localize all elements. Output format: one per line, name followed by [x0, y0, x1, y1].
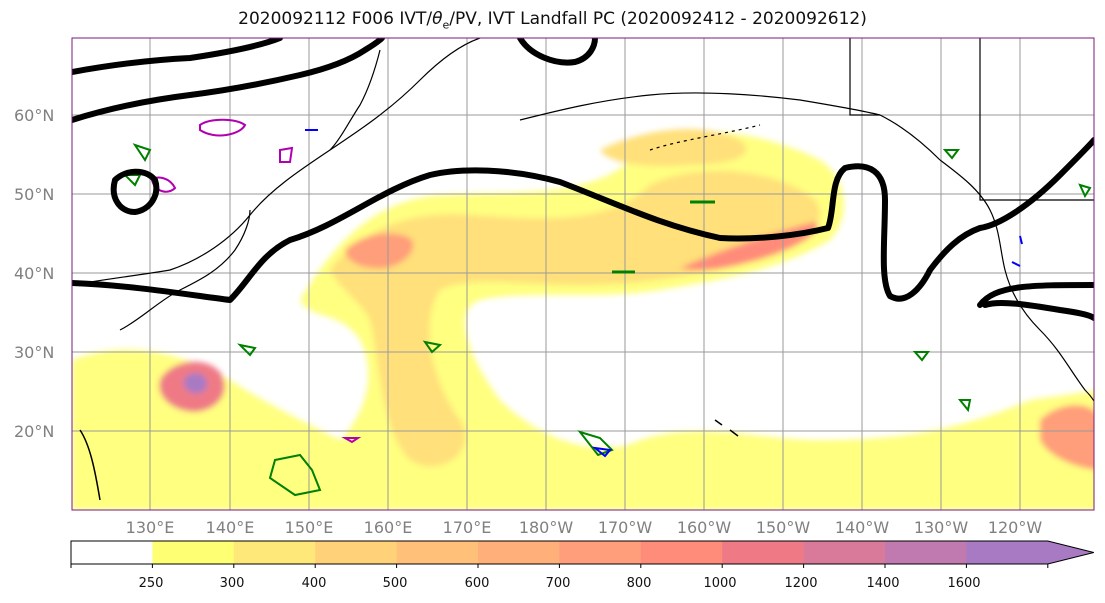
- colorbar-outline: [70, 540, 1094, 565]
- colorbar-label-1600: 1600: [947, 576, 981, 591]
- pc-contour-main: [72, 137, 1094, 303]
- coast-korea-japan: [119, 209, 251, 331]
- lon-label-140w: 140°W: [834, 518, 890, 537]
- lat-label-20n: 20°N: [14, 422, 55, 441]
- coast-kamchatka: [329, 49, 381, 151]
- colorbar-segment-11: [966, 541, 1049, 564]
- coastlines: [72, 38, 1094, 501]
- colorbar: [70, 540, 1094, 568]
- colorbar-label-1200: 1200: [784, 576, 818, 591]
- ivt-region-300: [330, 170, 820, 467]
- colorbar-label-600: 600: [464, 576, 490, 591]
- lat-label-30n: 30°N: [14, 343, 55, 362]
- colorbar-label-800: 800: [626, 576, 652, 591]
- colorbar-label-250: 250: [138, 576, 164, 591]
- lon-label-150w: 150°W: [755, 518, 811, 537]
- pc-contour-loop: [110, 168, 160, 215]
- colorbar-label-1000: 1000: [703, 576, 737, 591]
- map-title: 2020092112 F006 IVT/θe/PV, IVT Landfall …: [238, 9, 867, 32]
- blue-contours: [305, 129, 1023, 458]
- theta-e-contours: [150, 118, 362, 444]
- map-frame: [71, 37, 1095, 511]
- border-canada: [849, 38, 1094, 201]
- landfall-pc-contours: [72, 38, 1094, 321]
- lon-label-180w: 180°W: [518, 518, 574, 537]
- lat-label-40n: 40°N: [14, 264, 55, 283]
- coast-alaska: [519, 92, 941, 161]
- colorbar-label-700: 700: [545, 576, 571, 591]
- colorbar-extend-arrow: [1047, 541, 1094, 564]
- lat-label-60n: 60°N: [14, 106, 55, 125]
- colorbar-label-1400: 1400: [866, 576, 900, 591]
- graticule: [72, 38, 1094, 510]
- ivt-region-typhoon-core: [183, 373, 208, 394]
- ivt-region-hurricane: [1040, 405, 1094, 470]
- lon-label-130e: 130°E: [125, 518, 175, 537]
- pc-contour-east2: [982, 299, 1094, 321]
- ivt-region-core-west: [345, 233, 414, 269]
- coast-aleutians: [649, 124, 761, 151]
- pc-contour-ne: [517, 38, 598, 66]
- coast-philippines: [79, 429, 101, 501]
- colorbar-segment-7: [640, 541, 723, 564]
- colorbar-label-500: 500: [382, 576, 408, 591]
- colorbar-segment-0: [71, 541, 153, 564]
- lon-label-120w: 120°W: [987, 518, 1043, 537]
- pc-contour-east: [977, 282, 1094, 308]
- colorbar-segment-9: [803, 541, 886, 564]
- colorbar-label-300: 300: [219, 576, 245, 591]
- lon-label-170e: 170°E: [442, 518, 492, 537]
- colorbar-segment-5: [478, 541, 560, 564]
- ivt-region-alaska: [600, 129, 747, 167]
- lon-label-160e: 160°E: [363, 518, 413, 537]
- map-area: [72, 38, 1094, 510]
- colorbar-segment-10: [885, 541, 967, 564]
- pc-contour-north: [72, 38, 283, 75]
- colorbar-segment-1: [152, 541, 235, 564]
- colorbar-segment-8: [722, 541, 805, 564]
- colorbar-label-400: 400: [301, 576, 327, 591]
- lon-label-150e: 150°E: [284, 518, 334, 537]
- coast-hawaii: [714, 419, 739, 437]
- coast-na-west: [939, 159, 1094, 403]
- colorbar-segment-4: [396, 541, 479, 564]
- lon-label-140e: 140°E: [205, 518, 255, 537]
- lat-label-50n: 50°N: [14, 185, 55, 204]
- ivt-region-outer: [72, 131, 1094, 510]
- lon-label-170w: 170°W: [597, 518, 653, 537]
- colorbar-segment-6: [559, 541, 642, 564]
- colorbar-segment-2: [233, 541, 316, 564]
- lon-label-130w: 130°W: [913, 518, 969, 537]
- pc-contour-northwest: [72, 38, 385, 123]
- lon-label-160w: 160°W: [676, 518, 732, 537]
- pv-contours: [122, 143, 1092, 497]
- colorbar-segment-3: [315, 541, 398, 564]
- coast-asia: [72, 38, 481, 286]
